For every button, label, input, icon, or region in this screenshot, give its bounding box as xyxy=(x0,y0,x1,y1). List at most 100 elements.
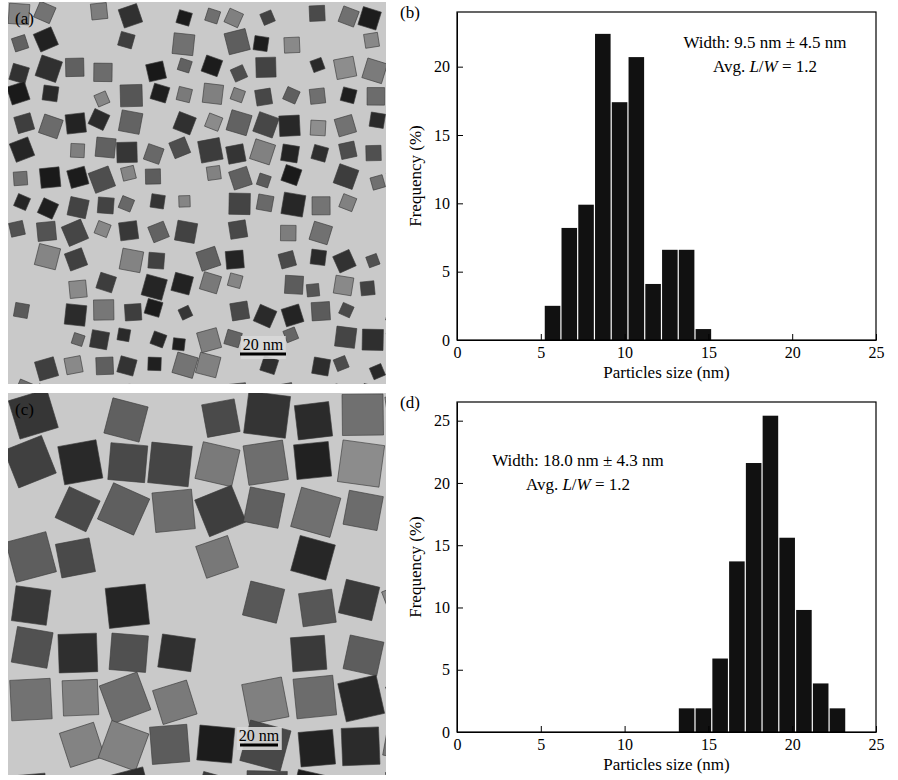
particle xyxy=(383,720,386,761)
particle xyxy=(312,197,330,215)
bar xyxy=(629,57,645,340)
y-tick-mark xyxy=(457,483,463,484)
panel-label: (c) xyxy=(15,400,34,419)
x-axis-line xyxy=(458,340,877,341)
particle xyxy=(290,635,326,671)
particle xyxy=(284,275,303,294)
particle xyxy=(333,164,359,190)
particle xyxy=(332,384,350,385)
particle xyxy=(195,442,240,487)
particle xyxy=(369,112,385,128)
particle xyxy=(148,221,170,243)
bar xyxy=(729,561,745,732)
particle xyxy=(88,166,115,193)
particle xyxy=(382,577,386,631)
particle xyxy=(119,221,139,241)
bar xyxy=(779,538,795,732)
bar xyxy=(696,708,712,732)
y-tick: 15 xyxy=(434,127,463,144)
particle xyxy=(158,634,196,672)
figure: (a)20 nm(c)20 nm051015202505101520Partic… xyxy=(0,0,898,780)
particle xyxy=(338,675,385,722)
particle xyxy=(141,274,167,300)
particle xyxy=(97,483,149,535)
particle xyxy=(338,6,359,27)
particle xyxy=(148,252,165,269)
scale-bar-label: 20 nm xyxy=(243,336,284,353)
particle xyxy=(229,193,251,215)
x-tick-mark xyxy=(792,726,793,732)
bar xyxy=(578,205,594,340)
y-axis-line xyxy=(457,13,458,341)
particle xyxy=(291,487,341,537)
particle xyxy=(150,724,190,764)
x-tick-mark xyxy=(708,334,709,340)
particle xyxy=(109,633,148,672)
y-tick-mark xyxy=(457,607,463,608)
annotation: Width: 18.0 nm ± 4.3 nm xyxy=(492,451,664,470)
particle xyxy=(362,329,383,350)
particle xyxy=(366,145,382,161)
y-tick: 5 xyxy=(442,661,463,678)
x-tick-label: 25 xyxy=(869,344,885,361)
particle xyxy=(94,63,113,82)
particle xyxy=(385,393,386,439)
y-tick-mark xyxy=(457,545,463,546)
label-patch xyxy=(237,727,282,750)
x-axis-title: Particles size (nm) xyxy=(603,755,730,774)
y-tick-mark xyxy=(457,732,463,733)
x-tick: 20 xyxy=(785,726,801,753)
y-tick: 0 xyxy=(442,332,463,349)
particle xyxy=(96,357,114,375)
particle xyxy=(36,221,56,241)
particle xyxy=(306,283,319,296)
particle xyxy=(146,61,167,82)
bar xyxy=(696,329,712,340)
particle xyxy=(34,2,56,24)
particle xyxy=(280,225,296,241)
particle xyxy=(197,725,235,763)
panel-label: (a) xyxy=(15,9,34,28)
x-axis-title: Particles size (nm) xyxy=(603,363,730,382)
y-tick-label: 10 xyxy=(434,195,450,212)
x-tick: 5 xyxy=(537,334,545,361)
particle xyxy=(250,139,276,165)
particle xyxy=(119,248,144,273)
particle xyxy=(98,720,149,771)
x-tick-label: 10 xyxy=(617,344,633,361)
panel-label: (b) xyxy=(400,3,420,22)
particle xyxy=(253,36,269,52)
particle xyxy=(227,273,243,289)
particle xyxy=(362,58,386,84)
bar xyxy=(712,659,728,732)
particle xyxy=(256,194,274,212)
particle xyxy=(62,679,99,716)
particle xyxy=(195,771,237,775)
particle xyxy=(246,771,287,775)
particle xyxy=(67,197,89,219)
y-tick: 15 xyxy=(434,537,463,554)
particle xyxy=(148,442,193,487)
particle xyxy=(9,137,34,162)
particle xyxy=(11,35,28,52)
particle xyxy=(58,440,103,485)
particle xyxy=(205,8,221,24)
particle xyxy=(256,57,276,77)
x-tick-mark xyxy=(792,334,793,340)
particle xyxy=(55,538,95,578)
particle xyxy=(225,250,244,269)
particle xyxy=(145,169,160,184)
y-axis: 05101520 xyxy=(434,13,463,349)
particle xyxy=(70,143,84,157)
particle xyxy=(385,768,386,775)
x-tick-label: 10 xyxy=(617,736,633,753)
particle xyxy=(335,326,357,348)
y-tick-mark xyxy=(457,272,463,273)
particle xyxy=(386,300,387,326)
x-tick: 15 xyxy=(701,334,717,361)
particle xyxy=(124,304,141,321)
particle xyxy=(360,281,375,296)
particle xyxy=(224,329,242,347)
bar xyxy=(595,34,611,340)
y-tick-label: 20 xyxy=(434,58,450,75)
